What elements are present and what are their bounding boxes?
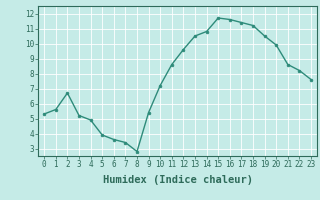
X-axis label: Humidex (Indice chaleur): Humidex (Indice chaleur) bbox=[103, 175, 252, 185]
